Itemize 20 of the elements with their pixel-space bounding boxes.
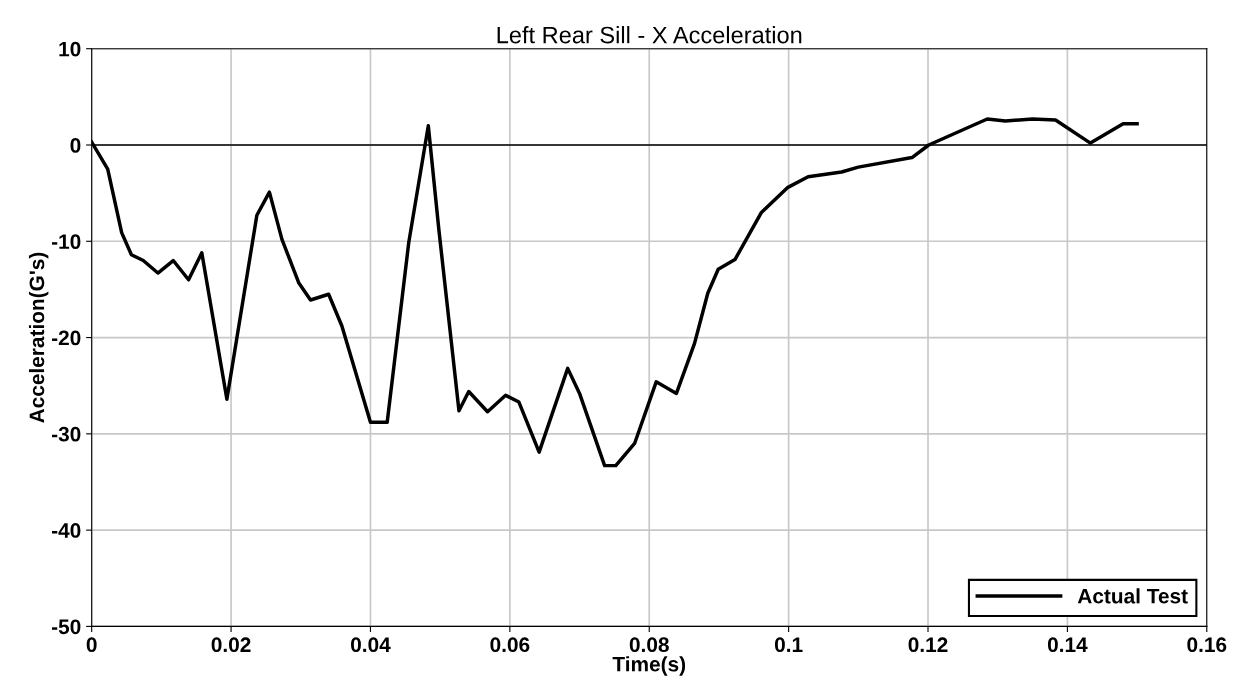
x-tick-label: 0.12 <box>908 637 948 653</box>
x-tick-label: 0.06 <box>490 637 530 653</box>
y-tick-label: -10 <box>51 234 81 250</box>
x-tick-label: 0.04 <box>351 637 391 653</box>
x-axis-title: Time(s) <box>612 656 686 676</box>
x-tick-label: 0.08 <box>629 637 669 653</box>
y-tick-label: -40 <box>51 523 81 538</box>
legend-label: Actual Test <box>1077 588 1188 604</box>
y-axis-title: Acceleration(G's) <box>28 252 49 423</box>
y-tick-label: 10 <box>59 41 81 57</box>
y-tick-label: -50 <box>51 619 81 635</box>
x-tick-label: 0.1 <box>774 637 803 653</box>
x-tick-label: 0 <box>86 637 97 653</box>
chart-title: Left Rear Sill - X Acceleration <box>497 26 802 44</box>
x-tick-label: 0.16 <box>1187 637 1227 653</box>
x-tick-label: 0.14 <box>1047 637 1088 653</box>
x-tick-label: 0.02 <box>211 637 251 653</box>
y-tick-label: -30 <box>51 426 81 442</box>
y-tick-label: -20 <box>51 330 81 346</box>
y-tick-label: 0 <box>70 138 81 153</box>
